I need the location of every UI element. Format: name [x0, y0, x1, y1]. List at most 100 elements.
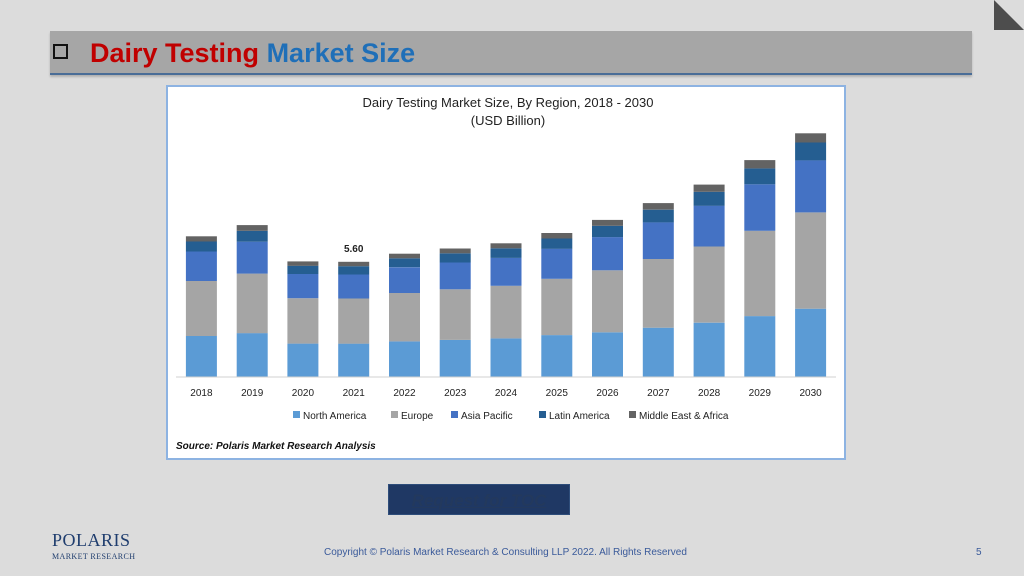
logo-sub-text: MARKET RESEARCH [52, 552, 136, 561]
bar-segment-2019-1 [236, 273, 268, 334]
bar-segment-2027-4 [642, 203, 674, 210]
bar-segment-2030-1 [795, 212, 827, 309]
legend-label-2: Asia Pacific [461, 411, 513, 422]
bar-segment-2027-3 [642, 209, 674, 223]
bar-segment-2025-1 [541, 278, 573, 336]
polaris-logo: POLARIS MARKET RESEARCH [52, 530, 136, 564]
bar-segment-2020-4 [287, 261, 319, 266]
page-number: 5 [976, 547, 982, 558]
legend-swatch-3 [539, 411, 546, 418]
bar-segment-2029-2 [744, 184, 776, 231]
bar-segment-2020-1 [287, 298, 319, 344]
x-tick-label-2020: 2020 [292, 388, 315, 399]
copyright-text: Copyright © Polaris Market Research & Co… [324, 547, 687, 558]
bar-segment-2025-2 [541, 248, 573, 279]
bar-segment-2021-0 [338, 343, 370, 377]
bar-segment-2025-3 [541, 238, 573, 249]
bar-segment-2023-4 [439, 248, 471, 254]
bar-segment-2028-0 [693, 322, 725, 377]
legend-swatch-2 [451, 411, 458, 418]
bar-segment-2018-4 [185, 236, 217, 242]
bar-segment-2026-2 [592, 237, 623, 271]
x-tick-label-2025: 2025 [546, 388, 569, 399]
bar-segment-2024-3 [490, 248, 522, 258]
title-bar: Dairy Testing Market Size [50, 31, 972, 75]
request-toc-button[interactable]: Request for TOC [388, 484, 570, 515]
x-tick-labels: 2018 2019 2020 2021 2022 2023 2024 2025 2026 2027… [190, 388, 822, 399]
bar-segment-2022-0 [389, 341, 420, 377]
chart-source: Source: Polaris Market Research Analysis [176, 441, 376, 452]
x-tick-label-2022: 2022 [393, 388, 416, 399]
bar-segment-2022-1 [389, 293, 420, 342]
x-tick-label-2028: 2028 [698, 388, 721, 399]
bar-segment-2026-1 [592, 270, 623, 333]
bar-segment-2024-4 [490, 243, 522, 249]
bar-segment-2027-0 [642, 327, 674, 377]
bar-segment-2021-4 [338, 261, 370, 267]
legend-swatch-0 [293, 411, 300, 418]
bar-segment-2026-3 [592, 225, 623, 238]
bar-segment-2018-0 [185, 336, 217, 377]
bar-segment-2018-3 [185, 241, 217, 252]
bar-segment-2019-2 [236, 241, 268, 274]
bar-segment-2021-3 [338, 266, 370, 275]
bar-segment-2019-3 [236, 230, 268, 242]
x-tick-label-2030: 2030 [799, 388, 822, 399]
chart-title: Dairy Testing Market Size, By Region, 20… [363, 95, 654, 110]
stacked-bar-chart: Dairy Testing Market Size, By Region, 20… [176, 95, 836, 452]
bar-segment-2018-2 [185, 251, 217, 281]
bar-segment-2023-2 [439, 262, 471, 290]
x-tick-label-2029: 2029 [749, 388, 772, 399]
bar-segment-2020-3 [287, 265, 319, 274]
x-tick-label-2019: 2019 [241, 388, 264, 399]
bar-segment-2028-1 [693, 246, 725, 323]
bar-segment-2030-0 [795, 308, 827, 377]
bar-segment-2021-1 [338, 298, 370, 344]
legend: North America Europe Asia Pacific Latin Ame… [293, 411, 729, 422]
logo-main-text: POLARIS [52, 530, 131, 550]
bar-segment-2023-0 [439, 339, 471, 377]
legend-label-3: Latin America [549, 411, 610, 422]
bar-segment-2025-0 [541, 335, 573, 377]
bar-segment-2026-4 [592, 219, 623, 226]
bar-segment-2024-0 [490, 338, 522, 377]
bar-segment-2025-4 [541, 233, 573, 239]
corner-triangle-icon [994, 0, 1024, 30]
x-tick-label-2024: 2024 [495, 388, 518, 399]
bar-segment-2030-4 [795, 133, 827, 143]
bar-segment-2022-3 [389, 258, 420, 268]
bar-segment-2030-3 [795, 142, 827, 161]
chart-frame: Dairy Testing Market Size, By Region, 20… [166, 85, 846, 460]
bar-segment-2022-2 [389, 267, 420, 293]
x-tick-label-2027: 2027 [647, 388, 670, 399]
bar-segment-2019-0 [236, 333, 268, 377]
bar-segment-2029-0 [744, 316, 776, 377]
legend-swatch-4 [629, 411, 636, 418]
bar-segment-2028-2 [693, 205, 725, 247]
slide-title-part2: Market Size [266, 38, 416, 68]
legend-label-1: Europe [401, 411, 434, 422]
data-annotations: 5.60 [344, 244, 364, 255]
bar-segment-2030-2 [795, 160, 827, 213]
checkbox-bullet-icon [53, 44, 68, 59]
x-tick-label-2026: 2026 [596, 388, 619, 399]
bar-segment-2027-1 [642, 259, 674, 328]
bar-segment-2029-4 [744, 160, 776, 169]
bar-segment-2023-3 [439, 253, 471, 263]
bars-layer [185, 133, 827, 377]
x-tick-label-2021: 2021 [343, 388, 366, 399]
bar-segment-2022-4 [389, 253, 420, 259]
bar-segment-2029-3 [744, 168, 776, 185]
chart-subtitle: (USD Billion) [471, 113, 545, 128]
bar-segment-2026-0 [592, 332, 623, 377]
x-tick-label-2023: 2023 [444, 388, 467, 399]
bar-segment-2028-4 [693, 184, 725, 192]
slide-title-part1: Dairy Testing [90, 38, 260, 68]
slide-title: Dairy Testing Market Size [90, 38, 415, 69]
legend-label-4: Middle East & Africa [639, 411, 729, 422]
bar-segment-2024-1 [490, 285, 522, 339]
bar-segment-2021-2 [338, 274, 370, 299]
bar-segment-2029-1 [744, 230, 776, 317]
bar-segment-2024-2 [490, 257, 522, 286]
bar-segment-2020-2 [287, 274, 319, 299]
